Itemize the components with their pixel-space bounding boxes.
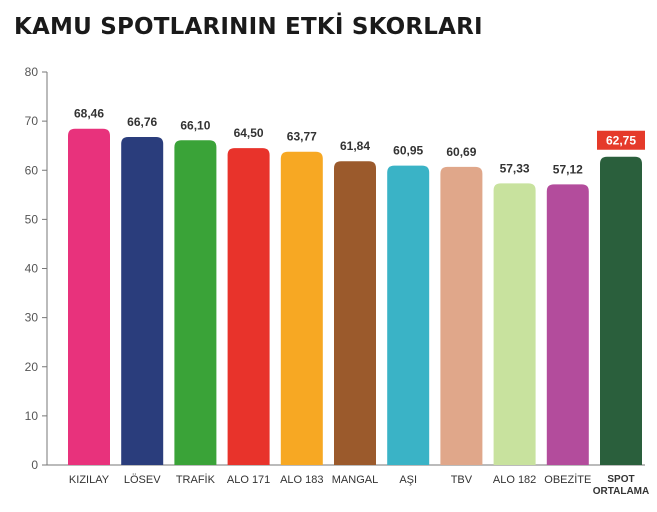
bar — [227, 148, 270, 466]
value-label: 61,84 — [340, 139, 370, 153]
bar — [174, 140, 217, 465]
bar — [280, 151, 323, 466]
y-tick-label: 50 — [25, 212, 39, 226]
category-label: SPOT ORTALAMA — [593, 474, 649, 497]
category-label: KIZILAY — [69, 474, 110, 486]
category-label: ALO 183 — [280, 474, 323, 486]
y-tick-label: 40 — [25, 262, 39, 276]
labels-layer: 68,46 KIZILAY 66,76 LÖSEV 66,10 TRAFİK 64,50 AL… — [69, 107, 649, 497]
bar — [387, 165, 430, 465]
bars-layer — [68, 128, 642, 466]
chart-title: KAMU SPOTLARININ ETKİ SKORLARI — [14, 14, 483, 40]
category-label: AŞI — [399, 474, 417, 486]
y-tick-label: 0 — [31, 458, 38, 472]
bar — [68, 128, 110, 465]
category-label: ALO 171 — [227, 474, 270, 486]
y-tick-label: 60 — [25, 163, 39, 177]
category-label: OBEZİTE — [544, 473, 591, 486]
value-label: 66,10 — [180, 118, 210, 132]
y-tick-label: 10 — [25, 409, 39, 423]
value-label-badge — [597, 130, 645, 150]
value-label: 60,95 — [393, 144, 423, 158]
y-tick-label: 20 — [25, 360, 39, 374]
bar — [600, 156, 642, 465]
value-label: 66,76 — [127, 115, 157, 129]
category-label: TBV — [451, 474, 473, 486]
value-label: 64,50 — [234, 126, 264, 140]
value-label: 60,69 — [446, 145, 476, 159]
bar — [121, 137, 164, 465]
y-tick-label: 30 — [25, 311, 39, 325]
y-tick-label: 80 — [25, 65, 39, 79]
value-label: 62,75 — [606, 134, 636, 148]
bar — [440, 166, 483, 465]
value-label: 63,77 — [287, 130, 317, 144]
value-label: 57,33 — [500, 161, 530, 175]
category-label: LÖSEV — [124, 474, 161, 486]
category-label: ALO 182 — [493, 474, 536, 486]
category-label: MANGAL — [332, 474, 378, 486]
y-tick-label: 70 — [25, 114, 39, 128]
value-label: 68,46 — [74, 107, 104, 121]
bar — [493, 183, 536, 465]
category-label: TRAFİK — [176, 473, 216, 486]
bar — [334, 161, 376, 465]
bar — [546, 184, 589, 465]
value-label: 57,12 — [553, 162, 583, 176]
